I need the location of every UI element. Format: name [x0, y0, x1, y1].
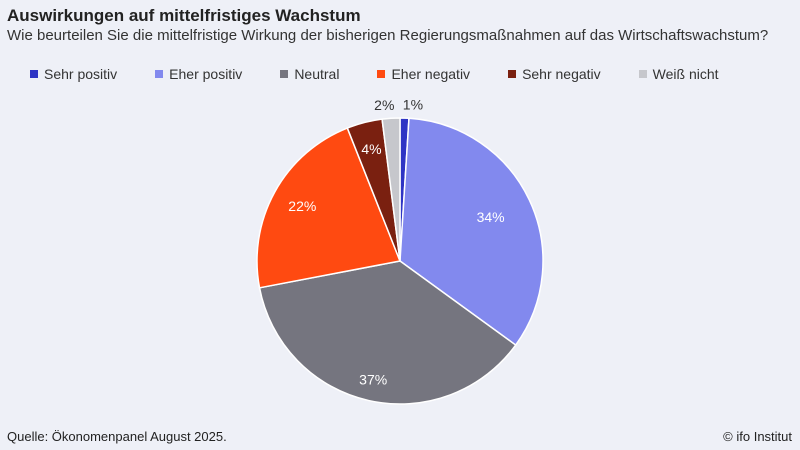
legend-item-eher-positiv: Eher positiv	[155, 66, 242, 82]
legend-item-neutral: Neutral	[280, 66, 339, 82]
legend-swatch	[377, 70, 386, 78]
legend-swatch	[508, 70, 517, 78]
legend-swatch	[638, 70, 647, 78]
legend-item-eher-negativ: Eher negativ	[377, 66, 470, 82]
pie-slice-eher-positiv	[399, 117, 544, 346]
pie-slice-eher-negativ	[256, 127, 401, 289]
legend-label: Sehr negativ	[522, 66, 601, 82]
legend-label: Weiß nicht	[652, 66, 719, 82]
legend-label: Eher negativ	[391, 66, 471, 82]
chart-subtitle: Wie beurteilen Sie die mittelfristige Wi…	[7, 27, 769, 44]
copyright-label: © ifo Institut	[723, 429, 792, 444]
source-note: Quelle: Ökonomenpanel August 2025.	[7, 429, 227, 444]
data-label: 37%	[359, 372, 387, 388]
pie-slice-neutral	[258, 260, 517, 405]
legend-label: Eher positiv	[169, 66, 243, 82]
legend-swatch	[280, 70, 289, 78]
data-label: 4%	[361, 141, 381, 157]
pie-slice-weiss-nicht	[381, 117, 401, 262]
legend-item-sehr-positiv: Sehr positiv	[30, 66, 117, 82]
data-label: 1%	[403, 97, 423, 113]
legend-item-sehr-negativ: Sehr negativ	[508, 66, 601, 82]
chart-title: Auswirkungen auf mittelfristiges Wachstu…	[7, 6, 361, 25]
legend-item-weiss-nicht: Weiß nicht	[638, 66, 719, 82]
legend-label: Neutral	[294, 66, 340, 82]
legend-swatch	[155, 70, 164, 78]
data-label: 34%	[477, 209, 505, 225]
chart-legend: Sehr positiv Eher positiv Neutral Eher n…	[30, 66, 719, 82]
legend-swatch	[30, 70, 38, 78]
data-label: 22%	[288, 198, 316, 214]
data-label: 2%	[374, 97, 394, 113]
legend-label: Sehr positiv	[44, 66, 118, 82]
